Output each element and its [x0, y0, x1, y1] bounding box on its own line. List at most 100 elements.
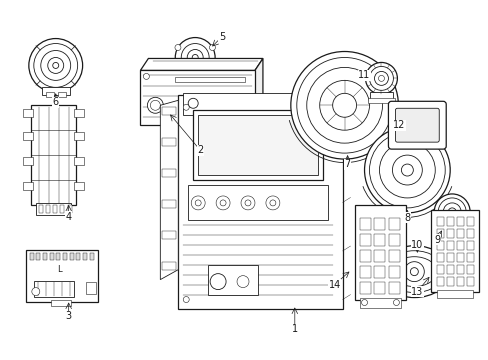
Bar [30, 253, 34, 260]
Circle shape [237, 276, 248, 288]
Bar [74, 157, 83, 165]
Bar [26, 250, 98, 302]
Bar [31, 105, 76, 205]
Bar [456, 276, 463, 285]
Bar [359, 250, 370, 262]
Text: 10: 10 [410, 240, 423, 250]
Circle shape [192, 54, 198, 60]
Circle shape [392, 155, 422, 185]
FancyBboxPatch shape [395, 108, 438, 142]
Circle shape [306, 67, 382, 143]
Bar [466, 229, 473, 238]
Bar [466, 241, 473, 250]
Circle shape [183, 297, 189, 302]
Text: 6: 6 [53, 97, 59, 107]
Bar [23, 109, 33, 117]
Circle shape [53, 62, 59, 68]
Bar [369, 92, 393, 100]
Bar [162, 262, 176, 270]
Circle shape [361, 300, 367, 306]
Circle shape [408, 117, 425, 133]
Text: 14: 14 [328, 280, 340, 289]
Circle shape [245, 116, 251, 122]
Text: 1: 1 [291, 324, 297, 334]
Circle shape [374, 71, 387, 85]
Bar [456, 265, 463, 274]
Bar [140, 71, 254, 125]
Circle shape [175, 45, 181, 50]
Bar [74, 132, 83, 140]
Bar [436, 241, 443, 250]
Bar [456, 217, 463, 226]
Circle shape [332, 93, 356, 117]
Bar [50, 253, 54, 260]
Circle shape [393, 300, 399, 306]
Bar [58, 92, 65, 97]
Bar [367, 98, 395, 103]
Circle shape [322, 98, 332, 108]
Bar [43, 253, 47, 260]
Bar [198, 115, 317, 175]
Circle shape [188, 98, 198, 108]
Bar [46, 205, 50, 213]
Bar [67, 205, 72, 213]
Bar [36, 203, 71, 215]
Bar [436, 217, 443, 226]
Bar [37, 253, 41, 260]
Circle shape [210, 274, 225, 289]
Bar [74, 109, 83, 117]
Bar [63, 253, 67, 260]
Bar [162, 200, 176, 208]
Bar [436, 253, 443, 262]
Bar [456, 253, 463, 262]
Bar [447, 276, 453, 285]
Circle shape [369, 132, 444, 208]
Bar [374, 266, 385, 278]
Bar [447, 265, 453, 274]
Bar [466, 217, 473, 226]
Circle shape [369, 67, 393, 90]
Circle shape [34, 44, 78, 87]
Bar [437, 227, 465, 234]
Ellipse shape [391, 257, 436, 287]
Bar [436, 265, 443, 274]
Polygon shape [160, 100, 178, 280]
Bar [41, 87, 69, 95]
Bar [83, 253, 87, 260]
Text: 7: 7 [344, 159, 350, 169]
Circle shape [364, 127, 449, 213]
Bar [178, 95, 342, 310]
Circle shape [404, 262, 424, 282]
Circle shape [409, 268, 417, 276]
Bar [162, 231, 176, 239]
Bar [354, 205, 406, 300]
Bar [466, 253, 473, 262]
Circle shape [327, 104, 333, 110]
Circle shape [191, 196, 205, 210]
Bar [447, 229, 453, 238]
Bar [436, 276, 443, 285]
Bar [374, 282, 385, 293]
Circle shape [244, 200, 250, 206]
Bar [177, 72, 213, 82]
Bar [466, 265, 473, 274]
Circle shape [442, 203, 460, 221]
Bar [359, 266, 370, 278]
Bar [53, 205, 57, 213]
Bar [359, 218, 370, 230]
Bar [240, 108, 244, 113]
Bar [388, 250, 400, 262]
Text: 4: 4 [65, 212, 72, 222]
Circle shape [143, 73, 149, 80]
Bar [34, 280, 74, 297]
Circle shape [220, 200, 225, 206]
Text: L: L [57, 265, 61, 274]
FancyBboxPatch shape [387, 101, 446, 149]
Bar [89, 253, 93, 260]
Bar [162, 107, 176, 115]
Bar [436, 289, 472, 298]
Bar [183, 93, 337, 115]
Bar [466, 276, 473, 285]
Text: 8: 8 [404, 213, 409, 223]
Circle shape [216, 196, 229, 210]
